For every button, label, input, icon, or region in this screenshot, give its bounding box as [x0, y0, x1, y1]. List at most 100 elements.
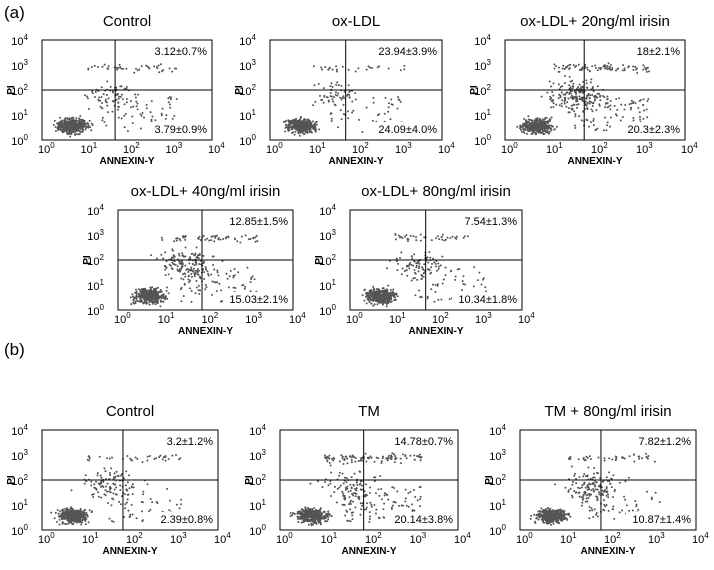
upper-right-percent: 3.12±0.7% [154, 46, 207, 58]
event-dot [84, 518, 87, 521]
event-dot [72, 126, 75, 129]
event-dot [365, 302, 368, 305]
event-dot [66, 118, 69, 121]
event-dot [552, 82, 555, 85]
event-dot [154, 119, 157, 122]
tick-exp: 4 [24, 33, 29, 42]
x-tick-label: 101 [158, 311, 175, 326]
event-dot [605, 66, 608, 69]
event-dot [360, 508, 363, 511]
event-dot [149, 508, 152, 511]
event-dot [326, 96, 329, 99]
event-dot [96, 474, 99, 477]
event-dot [187, 275, 190, 278]
event-dot [482, 278, 485, 281]
event-dot [387, 498, 390, 501]
tick-base: 10 [249, 526, 261, 538]
tick-base: 10 [546, 144, 558, 156]
panel-title: TM + 80ng/ml irisin [544, 403, 671, 420]
event-dot [385, 302, 388, 305]
event-dot [102, 486, 105, 489]
event-dot [323, 95, 326, 98]
event-dot [163, 265, 166, 268]
event-dot [328, 67, 331, 70]
tick-base: 10 [11, 526, 23, 538]
event-dot [157, 64, 160, 67]
event-dot [98, 99, 101, 102]
event-dot [426, 268, 429, 271]
event-dot [139, 289, 142, 292]
event-dot [312, 124, 315, 127]
event-dot [149, 497, 152, 500]
event-dot [645, 108, 648, 111]
event-dot [134, 456, 137, 459]
event-dot [291, 125, 294, 128]
event-dot [543, 118, 546, 121]
event-dot [52, 123, 55, 126]
event-dot [393, 292, 396, 295]
event-dot [320, 99, 323, 102]
event-dot [284, 119, 287, 122]
event-dot [312, 65, 315, 68]
event-dot [224, 237, 227, 240]
event-dot [146, 459, 149, 462]
event-dot [404, 497, 407, 500]
event-dot [342, 492, 345, 495]
event-dot [596, 127, 599, 130]
event-dot [85, 126, 88, 129]
tick-exp: 2 [364, 141, 369, 150]
event-dot [92, 493, 95, 496]
event-dot [596, 92, 599, 95]
event-dot [598, 104, 601, 107]
event-dot [588, 102, 591, 105]
event-dot [391, 486, 394, 489]
event-dot [104, 489, 107, 492]
event-dot [147, 294, 150, 297]
tick-base: 10 [309, 144, 321, 156]
event-dot [121, 98, 124, 101]
event-dot [417, 267, 420, 270]
event-dot [134, 288, 137, 291]
event-dot [338, 486, 341, 489]
event-dot [109, 474, 112, 477]
event-dot [345, 481, 348, 484]
event-dot [125, 489, 128, 492]
event-dot [394, 292, 397, 295]
event-dot [340, 98, 343, 101]
event-dot [103, 120, 106, 123]
event-dot [380, 460, 383, 463]
event-dot [162, 257, 165, 260]
event-dot [420, 273, 423, 276]
event-dot [529, 122, 532, 125]
event-dot [308, 518, 311, 521]
event-dot [381, 291, 384, 294]
y-tick-label: 100 [11, 133, 28, 148]
event-dot [637, 106, 640, 109]
x-tick-label: 100 [346, 311, 363, 326]
y-tick-label: 104 [249, 423, 266, 438]
event-dot [108, 472, 111, 475]
y-tick-label: 103 [239, 58, 256, 73]
event-dot [172, 254, 175, 257]
tick-base: 10 [239, 136, 251, 148]
event-dot [628, 103, 631, 106]
y-tick-label: 102 [87, 253, 104, 268]
tick-exp: 1 [24, 108, 29, 117]
event-dot [642, 68, 645, 71]
event-dot [351, 518, 354, 521]
event-dot [341, 472, 344, 475]
event-dot [589, 81, 592, 84]
y-tick-label: 101 [319, 278, 336, 293]
event-dot [639, 118, 642, 121]
event-dot [125, 87, 128, 90]
tick-base: 10 [11, 501, 23, 513]
event-dot [380, 462, 383, 465]
event-dot [125, 470, 128, 473]
event-dot [123, 114, 126, 117]
event-dot [168, 263, 171, 266]
event-dot [530, 133, 533, 136]
event-dot [133, 296, 136, 299]
event-dot [458, 268, 461, 271]
event-dot [451, 235, 454, 238]
event-dot [380, 487, 383, 490]
